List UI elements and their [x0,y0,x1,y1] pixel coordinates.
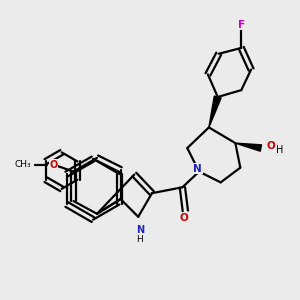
Text: O: O [50,160,58,170]
Text: N: N [136,225,144,235]
Text: F: F [238,20,245,30]
Text: H: H [276,146,284,155]
Text: CH₃: CH₃ [14,160,31,169]
Text: O: O [267,141,275,151]
Text: O: O [179,213,188,223]
Text: N: N [193,164,202,174]
Polygon shape [236,143,262,151]
Polygon shape [209,96,221,128]
Text: H: H [136,235,143,244]
